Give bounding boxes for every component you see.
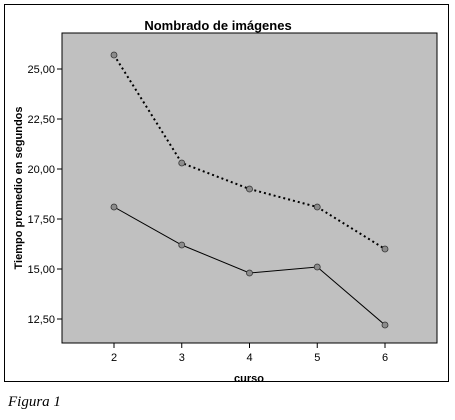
data-point: [313, 203, 321, 211]
data-point: [246, 269, 253, 277]
data-point: [246, 185, 253, 193]
data-point: [381, 321, 389, 329]
y-axis-label: Tiempo promedio en segundos: [13, 107, 25, 270]
x-tick-label: 2: [111, 352, 117, 364]
data-point: [110, 203, 118, 211]
y-tick-label: 12,50: [27, 314, 55, 326]
data-point: [178, 159, 186, 167]
x-tick-label: 5: [314, 352, 320, 364]
y-tick-label: 17,50: [27, 214, 55, 226]
y-tick-label: 22,50: [27, 114, 55, 126]
x-tick-label: 3: [179, 352, 185, 364]
y-tick-label: 25,00: [27, 64, 55, 76]
data-point: [313, 263, 321, 271]
chart-title: Nombrado de imágenes: [144, 18, 291, 33]
figure-caption: Figura 1: [8, 394, 61, 410]
y-tick-label: 15,00: [27, 264, 55, 276]
x-tick-label: 4: [246, 352, 252, 364]
x-tick-label: 6: [382, 352, 388, 364]
data-point: [178, 241, 186, 249]
y-tick-label: 20,00: [27, 164, 55, 176]
x-axis-label: curso: [234, 373, 264, 385]
data-point: [381, 245, 389, 253]
data-point: [110, 51, 118, 59]
line-chart: Nombrado de imágenes 12,50 15,00 17,50 20,0…: [13, 18, 438, 385]
